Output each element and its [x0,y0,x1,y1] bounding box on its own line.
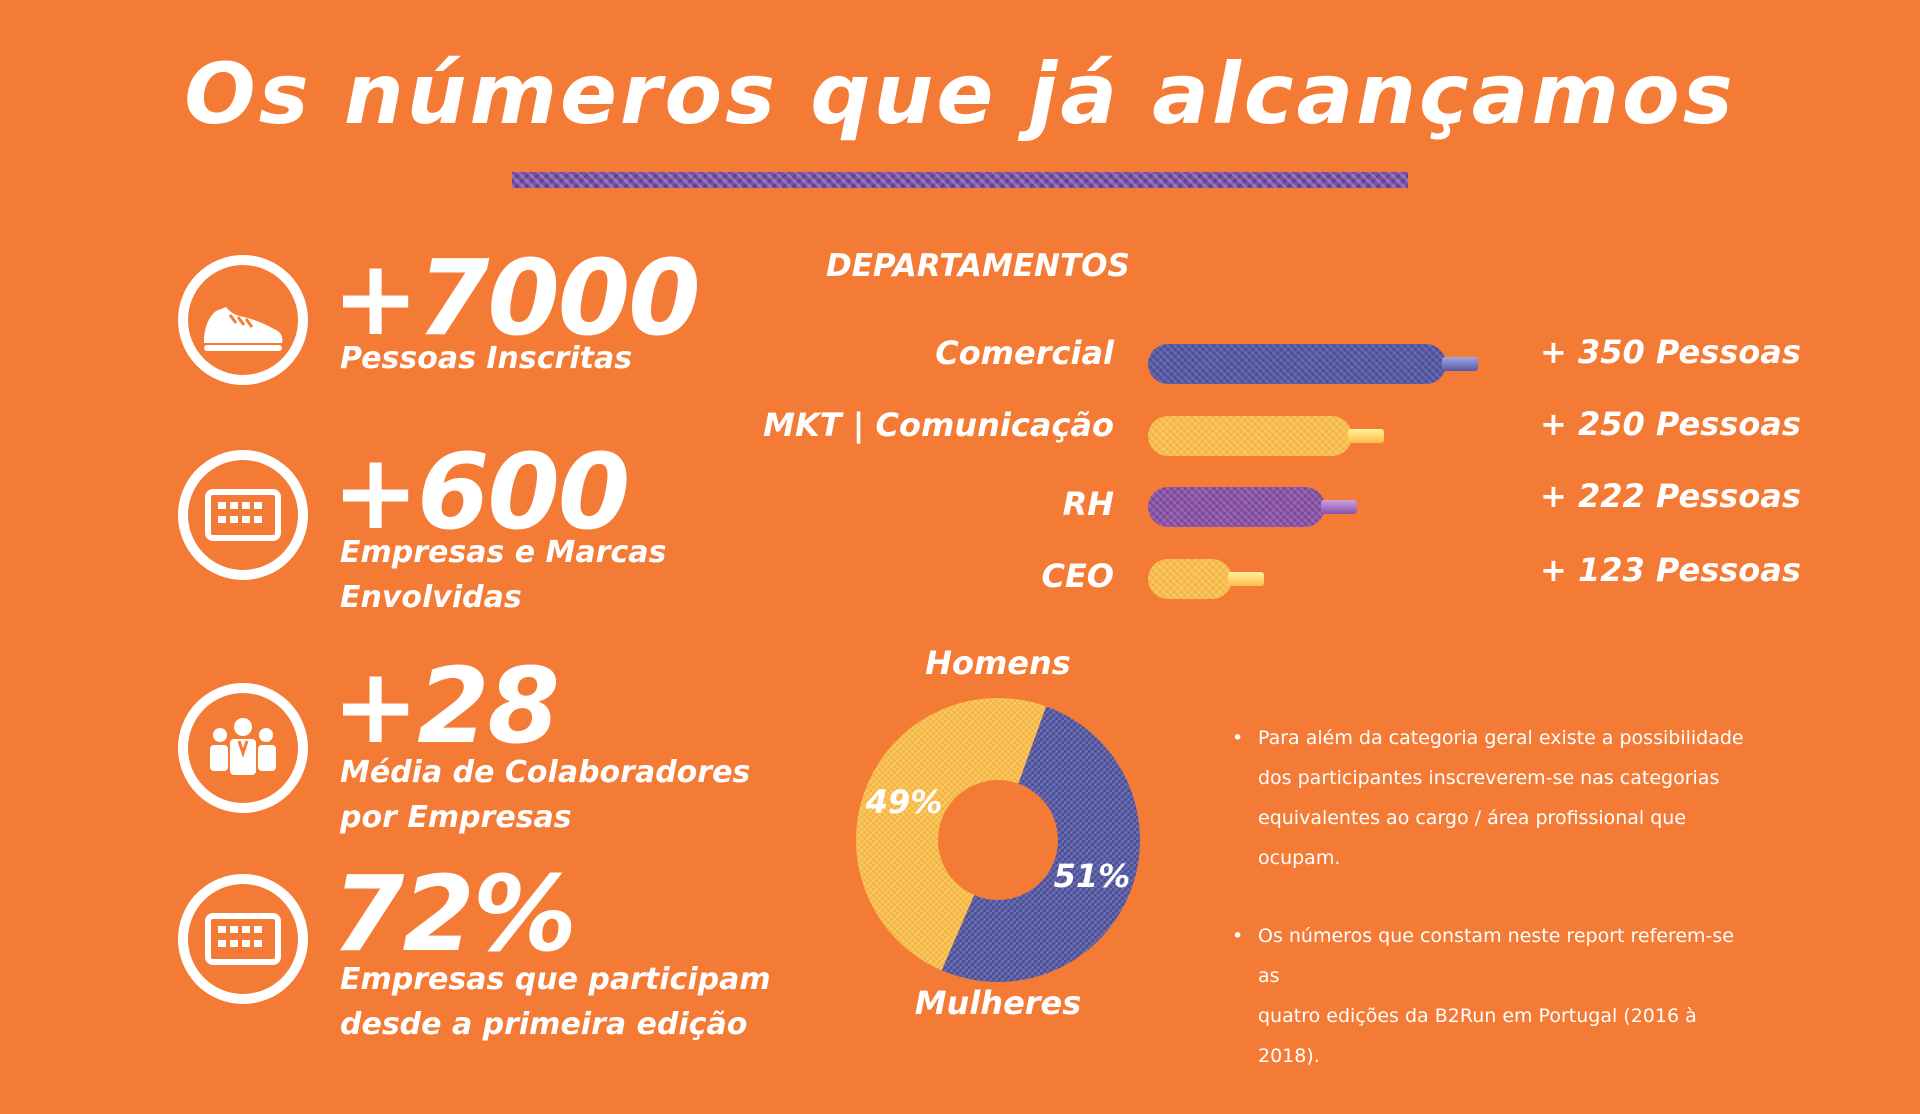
donut-category-label: Mulheres [914,984,1082,1022]
bar-comercial [1148,344,1446,384]
note-line: equivalentes ao cargo / área profissiona… [1258,807,1687,829]
donut-chart [855,697,1140,982]
stat-label-inscritas: Pessoas Inscritas [340,341,633,376]
bar-value-label: + 222 Pessoas [1540,477,1801,515]
notes-list: • Para além da categoria geral existe a … [1230,718,1750,1114]
donut-category-label: Homens [925,644,1071,682]
stat-value-primeira-edicao: 72% [332,853,577,975]
bar-tip-comercial [1442,357,1478,371]
stat-label-empresas-line1: Empresas e Marcas [340,535,667,570]
title-underline [512,172,1408,188]
bar-mkt-comunicacao [1148,416,1352,456]
building-icon [178,450,308,580]
donut-slice-homens [941,706,1140,982]
bullet: • [1232,727,1244,749]
bar-category-label: CEO [1041,557,1114,595]
note-line: Para além da categoria geral existe a po… [1258,727,1744,749]
bar-category-label: RH [1062,485,1114,523]
bar-tip-ceo [1227,572,1264,586]
bullet: • [1232,925,1244,947]
team-icon [178,683,308,813]
bar-value-label: + 250 Pessoas [1540,405,1801,443]
page-title: Os números que já alcançamos [184,45,1736,143]
bar-ceo [1148,559,1232,599]
bar-value-label: + 123 Pessoas [1540,551,1801,589]
donut-slice-mulheres [855,697,1047,971]
bar-category-label: MKT | Comunicação [763,406,1114,444]
stat-value-colaboradores: +28 [332,645,560,767]
stat-label-colaboradores-line2: por Empresas [340,800,572,835]
bar-value-label: + 350 Pessoas [1540,333,1801,371]
sneaker-icon [178,255,308,385]
stat-label-colaboradores-line1: Média de Colaboradores [340,755,751,790]
note-item: • Para além da categoria geral existe a … [1230,718,1750,878]
bar-category-label: Comercial [935,334,1114,372]
donut-value-label: 49% [865,782,943,821]
stat-label-empresas-line2: Envolvidas [340,580,522,615]
note-line: ocupam. [1258,847,1341,869]
note-line: quatro edições da B2Run em Portugal (201… [1258,1005,1697,1067]
bar-rh [1148,487,1326,527]
building-icon [178,874,308,1004]
note-item: • Os números que constam neste report re… [1230,916,1750,1076]
bar-tip-mkt-comunicacao [1347,429,1384,443]
stat-value-empresas: +600 [332,431,630,553]
stat-label-primeira-edicao-line2: desde a primeira edição [340,1007,748,1042]
chart-title: DEPARTAMENTOS [826,248,1130,284]
bar-tip-rh [1321,500,1358,514]
donut-value-label: 51% [1053,857,1131,896]
note-line: Os números que constam neste report refe… [1258,925,1734,987]
stat-label-primeira-edicao-line1: Empresas que participam [340,962,771,997]
note-line: dos participantes inscreverem-se nas cat… [1258,767,1720,789]
stat-value-inscritas: +7000 [332,237,701,359]
